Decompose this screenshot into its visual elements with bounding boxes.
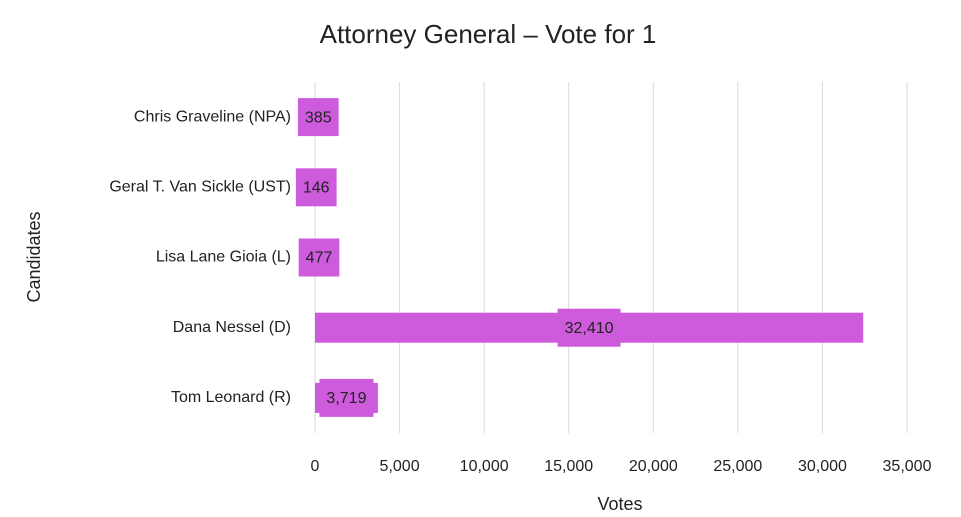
chart-title: Attorney General – Vote for 1 (320, 19, 657, 49)
x-tick-label: 25,000 (713, 458, 762, 475)
y-tick-label: Tom Leonard (R) (171, 389, 291, 406)
x-tick-label: 20,000 (629, 458, 678, 475)
x-tick-label: 15,000 (544, 458, 593, 475)
label-bg (319, 378, 374, 417)
x-axis-title: Votes (597, 494, 642, 514)
x-tick-label: 35,000 (883, 458, 932, 475)
value-label: 477 (306, 250, 333, 267)
x-tick-label: 5,000 (380, 458, 420, 475)
value-label: 3,719 (326, 390, 366, 407)
label-bg (295, 168, 337, 207)
x-tick-label: 0 (311, 458, 320, 475)
y-tick-label: Chris Graveline (NPA) (134, 108, 291, 125)
y-tick-label: Lisa Lane Gioia (L) (156, 249, 291, 266)
label-bg (298, 238, 340, 277)
value-label: 146 (303, 180, 330, 197)
x-tick-label: 30,000 (798, 458, 847, 475)
x-tick-label: 10,000 (460, 458, 509, 475)
label-bg (557, 308, 621, 347)
value-label: 385 (305, 109, 332, 126)
y-tick-label: Geral T. Van Sickle (UST) (109, 179, 291, 196)
y-axis-title: Candidates (24, 211, 44, 302)
value-label: 32,410 (565, 320, 614, 337)
y-tick-label: Dana Nessel (D) (173, 319, 291, 336)
label-bg (297, 98, 339, 137)
